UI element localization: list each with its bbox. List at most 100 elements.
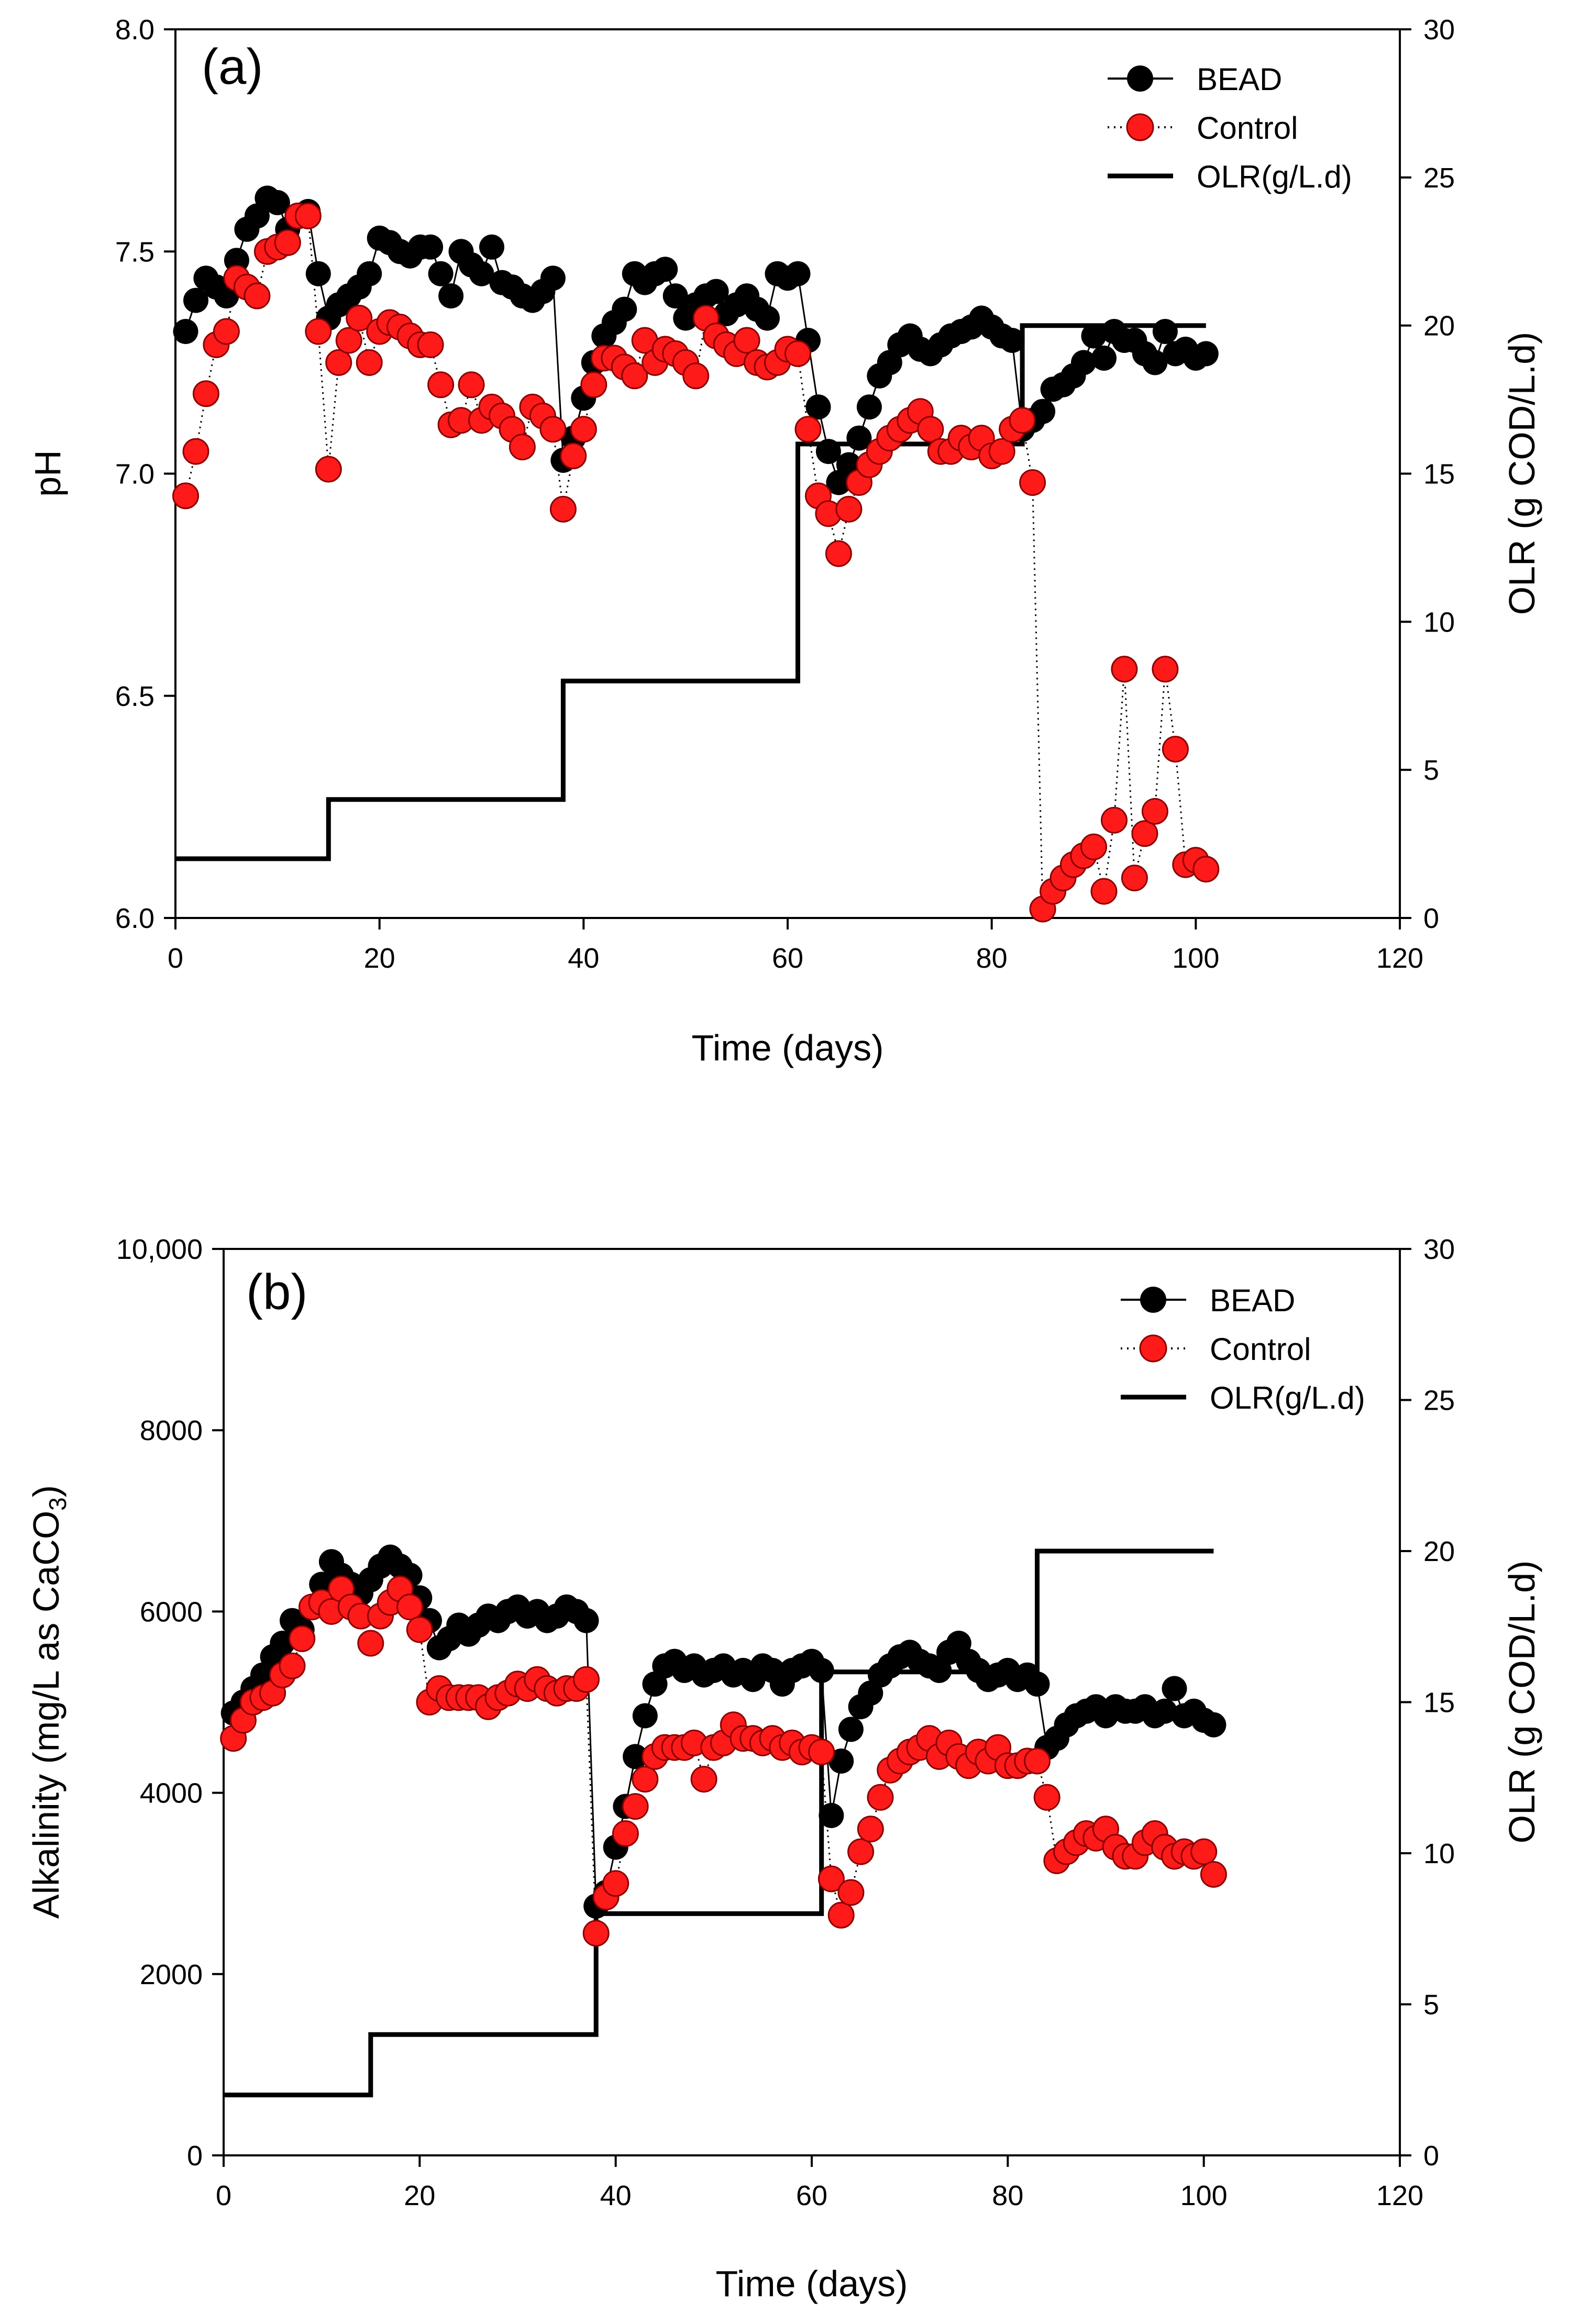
panel-a-x-tick-label: 20 xyxy=(364,943,395,974)
panel-b-control-point xyxy=(612,1820,639,1847)
panel-a-bead-point xyxy=(805,394,831,420)
panel-b-legend: BEAD Control OLR(g/L.d) xyxy=(1121,1283,1365,1415)
panel-a-bead-point xyxy=(755,305,780,331)
panel-b-control-point xyxy=(1024,1747,1051,1775)
panel-b-x-tick-label: 0 xyxy=(216,2180,231,2211)
panel-b-control-point xyxy=(837,1879,865,1906)
panel-a-control-point xyxy=(1101,806,1128,834)
panel-b-bead-point xyxy=(809,1657,834,1683)
panel-a-control-point xyxy=(325,349,352,376)
panel-a-control-point xyxy=(560,442,587,470)
panel-a-control-point xyxy=(1192,856,1220,883)
panel-a-control-point xyxy=(1141,798,1168,825)
panel-a-control-point xyxy=(294,202,322,229)
panel-b-bead-point xyxy=(1201,1712,1227,1738)
panel-b-y-axis-label-subscript: 3 xyxy=(44,1497,71,1511)
panel-a-y2-tick-label: 5 xyxy=(1423,755,1439,786)
panel-b-control-point xyxy=(817,1865,845,1893)
panel-a-y-tick-label: 7.5 xyxy=(115,236,154,268)
panel-b-bead-point xyxy=(1162,1676,1187,1701)
panel-a-control-point xyxy=(794,416,822,443)
panel-b-label: (b) xyxy=(246,1264,307,1320)
panel-b-control-point xyxy=(857,1816,884,1843)
panel-a-bead-point xyxy=(264,190,290,215)
panel-a-control-point xyxy=(346,305,373,331)
legend-control-label: Control xyxy=(1197,110,1298,146)
panel-a-control-point xyxy=(1009,407,1036,434)
panel-a-bead-point xyxy=(1091,345,1117,371)
panel-b-bead-point xyxy=(573,1608,599,1633)
panel-b-x-tick-label: 100 xyxy=(1180,2180,1228,2211)
panel-a-x-tick-label: 60 xyxy=(772,943,803,974)
panel-b-control-point xyxy=(867,1784,894,1811)
panel-b-y2-axis-label: OLR (g COD/L.d) xyxy=(1501,1561,1542,1844)
panel-b: (b) 0 20 40 60 80 100 1200200040006000800010,0… xyxy=(26,1234,1542,2304)
panel-a-bead-point xyxy=(479,234,504,260)
legend-olr-label: OLR(g/L.d) xyxy=(1197,159,1352,194)
panel-a-y2-axis-label: OLR (g COD/L.d) xyxy=(1501,332,1542,615)
panel-a-legend: BEAD Control OLR(g/L.d) xyxy=(1108,62,1352,194)
panel-b-control-point xyxy=(406,1616,433,1643)
panel-a-bead-point xyxy=(438,283,464,309)
panel-a-control-point xyxy=(784,340,811,367)
panel-b-x-tick-label: 60 xyxy=(796,2180,827,2211)
panel-b-bead-point xyxy=(838,1717,864,1742)
panel-a-control-point xyxy=(1019,469,1046,496)
panel-a-control-point xyxy=(417,331,444,358)
panel-a-bead-point xyxy=(1152,319,1178,344)
panel-a-control-point xyxy=(427,371,455,399)
panel-a-bead-point xyxy=(428,261,454,286)
panel-b-y2-tick-label: 15 xyxy=(1423,1687,1455,1719)
panel-a-bead-point xyxy=(173,319,198,344)
panel-a-bead-point xyxy=(1030,399,1056,424)
panel-b-y-axis-label-close: ) xyxy=(26,1485,67,1497)
panel-a-control-point xyxy=(172,482,199,510)
panel-a-bead-point xyxy=(703,279,729,304)
panel-a-x-tick-label: 120 xyxy=(1376,943,1423,974)
panel-b-control-point xyxy=(622,1793,649,1820)
panel-b-control-point xyxy=(357,1630,384,1657)
legend-control-marker xyxy=(1126,113,1154,141)
panel-a-label: (a) xyxy=(202,39,263,95)
panel-a-control-point xyxy=(356,349,383,376)
panel-a-bead-point xyxy=(999,328,1025,353)
panel-b-y2-tick-label: 5 xyxy=(1423,1989,1439,2021)
panel-a-control-point xyxy=(733,327,760,354)
panel-b-y2-tick-label: 25 xyxy=(1423,1385,1455,1416)
panel-a-bead-point xyxy=(856,394,882,420)
panel-b-series-olr-line xyxy=(224,1548,1214,2098)
panel-b-control-point xyxy=(289,1625,316,1652)
panel-a-control-point xyxy=(1080,833,1107,860)
panel-a-control-point xyxy=(988,438,1015,465)
panel-a-y2-tick-label: 25 xyxy=(1423,162,1455,194)
panel-a-y2-tick-label: 20 xyxy=(1423,311,1455,342)
panel-a-bead-point xyxy=(662,283,688,309)
panel-b-x-tick-label: 120 xyxy=(1376,2180,1423,2211)
panel-a-bead-point xyxy=(469,261,494,286)
panel-b-control-point xyxy=(1200,1861,1227,1888)
panel-a-bead-point xyxy=(540,265,566,291)
panel-a-y-tick-label: 7.0 xyxy=(115,459,154,490)
panel-b-y-tick-label: 10,000 xyxy=(116,1234,203,1265)
panel-a-x-tick-label: 40 xyxy=(568,943,599,974)
legend-olr-label: OLR(g/L.d) xyxy=(1210,1380,1365,1415)
panel-a-y-tick-label: 6.5 xyxy=(115,681,154,712)
panel-b-bead-point xyxy=(819,1802,844,1828)
panel-a-x-tick-label: 100 xyxy=(1172,943,1219,974)
panel-b-x-tick-label: 20 xyxy=(404,2180,435,2211)
panel-a-control-point xyxy=(825,540,852,567)
panel-b-bead-point xyxy=(309,1572,335,1597)
panel-b-y-tick-label: 0 xyxy=(187,2140,203,2172)
panel-a-y2-tick-label: 15 xyxy=(1423,459,1455,490)
panel-a-control-point xyxy=(1111,656,1138,683)
panel-a-y2-tick-label: 0 xyxy=(1423,903,1439,934)
legend-bead-label: BEAD xyxy=(1197,62,1282,97)
panel-b-y2-tick-label: 10 xyxy=(1423,1838,1455,1869)
panel-b-control-point xyxy=(573,1666,600,1693)
legend-control-label: Control xyxy=(1210,1332,1311,1367)
panel-a-y-tick-label: 8.0 xyxy=(115,14,154,46)
panel-a-x-axis-label: Time (days) xyxy=(692,1027,884,1068)
panel-a-control-point xyxy=(458,371,485,399)
panel-a-bead-point xyxy=(1142,350,1168,375)
